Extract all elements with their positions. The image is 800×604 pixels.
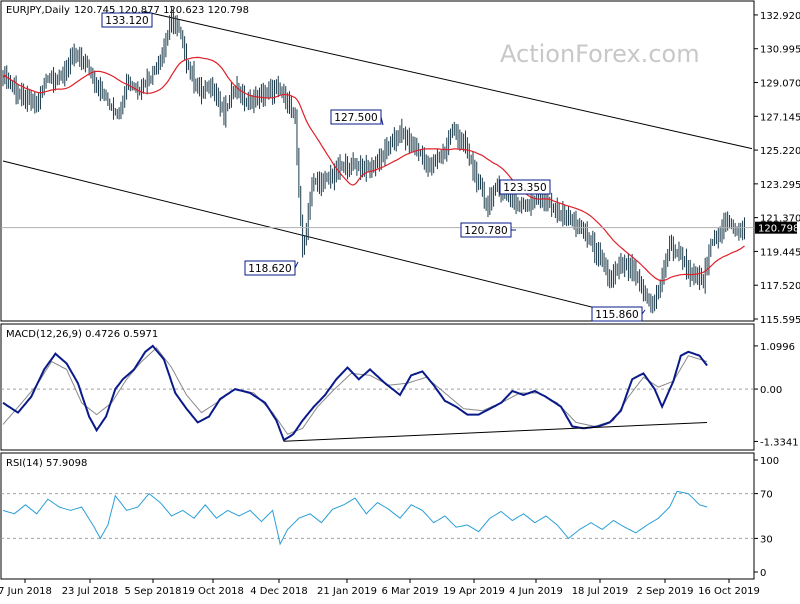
x-tick-label: 4 Dec 2018: [250, 586, 308, 597]
macd-series: [1, 344, 754, 442]
x-tick-label: 18 Jul 2019: [572, 586, 629, 597]
rsi-panel: [0, 452, 755, 580]
annotation-box: [330, 109, 382, 125]
price-tick-label: 130.995: [760, 45, 800, 56]
axes: 132.920 130.995 129.070 127.145 125.220 123.2…: [0, 11, 800, 597]
rsi-tick-label: 70: [760, 490, 773, 501]
price-series: 133.120 127.500 123.350 120.780 118.620 115.8…: [1, 7, 754, 322]
price-tick-label: 127.145: [760, 112, 800, 123]
x-tick-label: 4 Jun 2019: [509, 586, 563, 597]
price-tick-label: 129.070: [760, 79, 800, 90]
watermark: ActionForex.com: [500, 40, 700, 68]
last-price-tag: [755, 221, 797, 234]
x-tick-label: 19 Apr 2019: [443, 586, 505, 597]
rsi-tick-label: 0: [760, 568, 766, 579]
price-tick-label: 123.295: [760, 180, 800, 191]
symbol-label: EURJPY,Daily: [6, 5, 70, 16]
x-tick-label: 19 Oct 2018: [182, 586, 244, 597]
x-tick-label: 5 Sep 2018: [124, 586, 181, 597]
rsi-title: RSI(14) 57.9098: [6, 458, 87, 469]
x-tick-label: 16 Oct 2019: [698, 586, 760, 597]
x-tick-label: 2 Sep 2019: [636, 586, 693, 597]
channel-upper-line: [143, 10, 753, 150]
annotation-box: [499, 179, 551, 195]
annotation-box: [244, 260, 296, 276]
annotation-box: [591, 306, 643, 322]
price-tick-label: 117.520: [760, 281, 800, 292]
rsi-tick-label: 30: [760, 534, 773, 545]
channel-lower-line: [2, 160, 640, 320]
macd-panel: [0, 323, 755, 451]
x-tick-label: 23 Jul 2018: [62, 586, 119, 597]
annotation-label: 118.620: [248, 263, 291, 275]
moving-average-line: [2, 56, 745, 282]
rsi-series: [1, 490, 754, 546]
annotation-label: 115.860: [595, 309, 638, 321]
price-tick-label: 132.920: [760, 11, 800, 22]
x-tick-label: 7 Jun 2018: [0, 586, 52, 597]
price-tick-label: 121.370: [760, 214, 800, 225]
annotation-label: 120.780: [464, 225, 507, 237]
price-tick-label: 115.595: [760, 315, 800, 326]
macd-trendline: [283, 421, 708, 442]
macd-signal-line: [2, 347, 708, 435]
macd-tick-label: 1.0996: [760, 342, 795, 353]
annotation-label: 133.120: [105, 15, 148, 27]
annotation-box: [460, 222, 512, 238]
macd-tick-label: -1.3341: [760, 437, 799, 448]
price-tick-label: 119.445: [760, 247, 800, 258]
price-tick-label: 125.220: [760, 146, 800, 157]
annotation-box: [101, 12, 153, 28]
annotation-label: 127.500: [334, 112, 377, 124]
annotation-label: 123.350: [503, 182, 546, 194]
rsi-tick-label: 100: [760, 456, 779, 467]
last-price-label: 120.798: [758, 224, 799, 235]
x-tick-label: 6 Mar 2019: [381, 586, 438, 597]
ohlc-readout: 120.745 120.877 120.623 120.798: [74, 5, 249, 16]
rsi-line: [2, 490, 708, 546]
x-tick-label: 21 Jan 2019: [317, 586, 377, 597]
macd-tick-label: 0.00: [760, 385, 782, 396]
macd-title: MACD(12,26,9) 0.4726 0.5971: [6, 329, 158, 340]
